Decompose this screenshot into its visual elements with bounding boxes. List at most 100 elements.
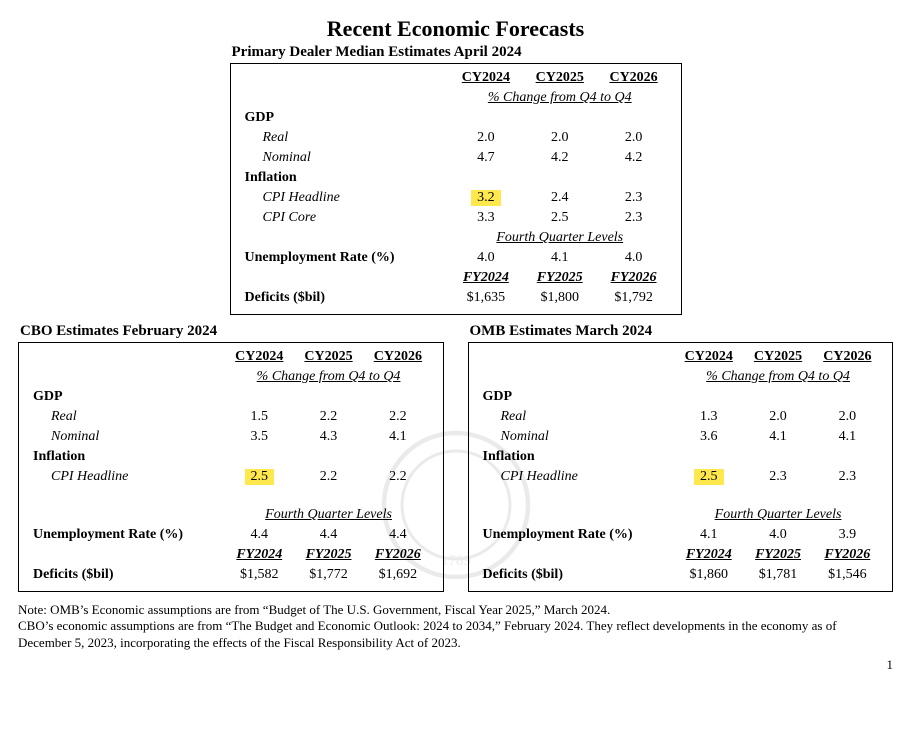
cbo-def-2: $1,692	[363, 565, 432, 585]
omb-col-fy2026: FY2026	[813, 545, 882, 565]
cbo-real-0: 1.5	[225, 407, 294, 427]
pd-cpi-c-0: 3.3	[449, 208, 523, 228]
cbo-real-2: 2.2	[363, 407, 432, 427]
pd-def-1: $1,800	[523, 288, 597, 308]
omb-block: CY2024 CY2025 CY2026 % Change from Q4 to…	[468, 342, 894, 592]
omb-real-2: 2.0	[813, 407, 882, 427]
cbo-cpi-headline-label: CPI Headline	[29, 467, 225, 487]
pd-col-cy2024: CY2024	[449, 68, 523, 88]
cbo-def-0: $1,582	[225, 565, 294, 585]
cbo-col-fy2025: FY2025	[294, 545, 363, 565]
omb-gdp-label: GDP	[479, 387, 675, 407]
cbo-col-cy2025: CY2025	[294, 347, 363, 367]
cbo-heading: CBO Estimates February 2024	[20, 323, 444, 340]
omb-col-cy2026: CY2026	[813, 347, 882, 367]
pd-col-fy2024: FY2024	[449, 268, 523, 288]
cbo-col-cy2024: CY2024	[225, 347, 294, 367]
pd-nominal-label: Nominal	[241, 148, 449, 168]
cbo-unemp-1: 4.4	[294, 525, 363, 545]
pd-col-fy2025: FY2025	[523, 268, 597, 288]
omb-col-fy2025: FY2025	[743, 545, 812, 565]
omb-unemp-1: 4.0	[743, 525, 812, 545]
cbo-span-q4levels: Fourth Quarter Levels	[225, 505, 433, 525]
cbo-cpi-h-1: 2.2	[294, 467, 363, 487]
pd-cpi-h-0: 3.2	[449, 188, 523, 208]
pd-unemp-0: 4.0	[449, 248, 523, 268]
page-number: 1	[18, 657, 893, 673]
omb-nominal-0: 3.6	[674, 427, 743, 447]
omb-real-1: 2.0	[743, 407, 812, 427]
footnote-line2: CBO’s economic assumptions are from “The…	[18, 618, 837, 649]
omb-cpi-h-1: 2.3	[743, 467, 812, 487]
pd-span-pctchange: % Change from Q4 to Q4	[449, 88, 671, 108]
cbo-real-1: 2.2	[294, 407, 363, 427]
cbo-block: CY2024 CY2025 CY2026 % Change from Q4 to…	[18, 342, 444, 592]
omb-unemp-0: 4.1	[674, 525, 743, 545]
omb-col-cy2025: CY2025	[743, 347, 812, 367]
cbo-unemp-2: 4.4	[363, 525, 432, 545]
cbo-unemp-0: 4.4	[225, 525, 294, 545]
pd-cpi-headline-label: CPI Headline	[241, 188, 449, 208]
pd-block: CY2024 CY2025 CY2026 % Change from Q4 to…	[230, 63, 682, 315]
footnote-line1: Note: OMB’s Economic assumptions are fro…	[18, 602, 610, 617]
pd-nominal-1: 4.2	[523, 148, 597, 168]
cbo-nominal-label: Nominal	[29, 427, 225, 447]
omb-span-q4levels: Fourth Quarter Levels	[674, 505, 882, 525]
pd-col-cy2025: CY2025	[523, 68, 597, 88]
omb-unemp-2: 3.9	[813, 525, 882, 545]
pd-unemp-1: 4.1	[523, 248, 597, 268]
pd-heading: Primary Dealer Median Estimates April 20…	[232, 44, 682, 61]
omb-cpi-h-0: 2.5	[674, 467, 743, 487]
cbo-col-cy2026: CY2026	[363, 347, 432, 367]
pd-cpi-c-2: 2.3	[597, 208, 671, 228]
cbo-col-fy2024: FY2024	[225, 545, 294, 565]
pd-def-0: $1,635	[449, 288, 523, 308]
cbo-nominal-1: 4.3	[294, 427, 363, 447]
omb-nominal-2: 4.1	[813, 427, 882, 447]
pd-real-1: 2.0	[523, 128, 597, 148]
omb-nominal-label: Nominal	[479, 427, 675, 447]
omb-deficits-label: Deficits ($bil)	[479, 565, 675, 585]
cbo-col-fy2026: FY2026	[363, 545, 432, 565]
pd-cpi-h-1: 2.4	[523, 188, 597, 208]
omb-def-0: $1,860	[674, 565, 743, 585]
pd-real-label: Real	[241, 128, 449, 148]
cbo-def-1: $1,772	[294, 565, 363, 585]
cbo-table: CY2024 CY2025 CY2026 % Change from Q4 to…	[29, 347, 433, 585]
pd-table: CY2024 CY2025 CY2026 % Change from Q4 to…	[241, 68, 671, 308]
cbo-deficits-label: Deficits ($bil)	[29, 565, 225, 585]
pd-real-2: 2.0	[597, 128, 671, 148]
omb-col-cy2024: CY2024	[674, 347, 743, 367]
omb-cpi-headline-label: CPI Headline	[479, 467, 675, 487]
omb-heading: OMB Estimates March 2024	[470, 323, 894, 340]
pd-gdp-label: GDP	[241, 108, 449, 128]
cbo-inflation-label: Inflation	[29, 447, 225, 467]
omb-real-label: Real	[479, 407, 675, 427]
omb-real-0: 1.3	[674, 407, 743, 427]
pd-nominal-0: 4.7	[449, 148, 523, 168]
cbo-span-pctchange: % Change from Q4 to Q4	[225, 367, 433, 387]
pd-nominal-2: 4.2	[597, 148, 671, 168]
cbo-real-label: Real	[29, 407, 225, 427]
omb-def-1: $1,781	[743, 565, 812, 585]
omb-table: CY2024 CY2025 CY2026 % Change from Q4 to…	[479, 347, 883, 585]
omb-def-2: $1,546	[813, 565, 882, 585]
cbo-nominal-2: 4.1	[363, 427, 432, 447]
pd-deficits-label: Deficits ($bil)	[241, 288, 449, 308]
omb-span-pctchange: % Change from Q4 to Q4	[674, 367, 882, 387]
cbo-nominal-0: 3.5	[225, 427, 294, 447]
pd-cpi-h-2: 2.3	[597, 188, 671, 208]
cbo-unemp-label: Unemployment Rate (%)	[29, 525, 225, 545]
pd-col-cy2026: CY2026	[597, 68, 671, 88]
pd-unemp-2: 4.0	[597, 248, 671, 268]
omb-unemp-label: Unemployment Rate (%)	[479, 525, 675, 545]
omb-cpi-h-2: 2.3	[813, 467, 882, 487]
pd-cpi-c-1: 2.5	[523, 208, 597, 228]
pd-col-fy2026: FY2026	[597, 268, 671, 288]
omb-col-fy2024: FY2024	[674, 545, 743, 565]
footnote: Note: OMB’s Economic assumptions are fro…	[18, 602, 893, 651]
pd-span-q4levels: Fourth Quarter Levels	[449, 228, 671, 248]
pd-real-0: 2.0	[449, 128, 523, 148]
cbo-gdp-label: GDP	[29, 387, 225, 407]
pd-cpi-core-label: CPI Core	[241, 208, 449, 228]
